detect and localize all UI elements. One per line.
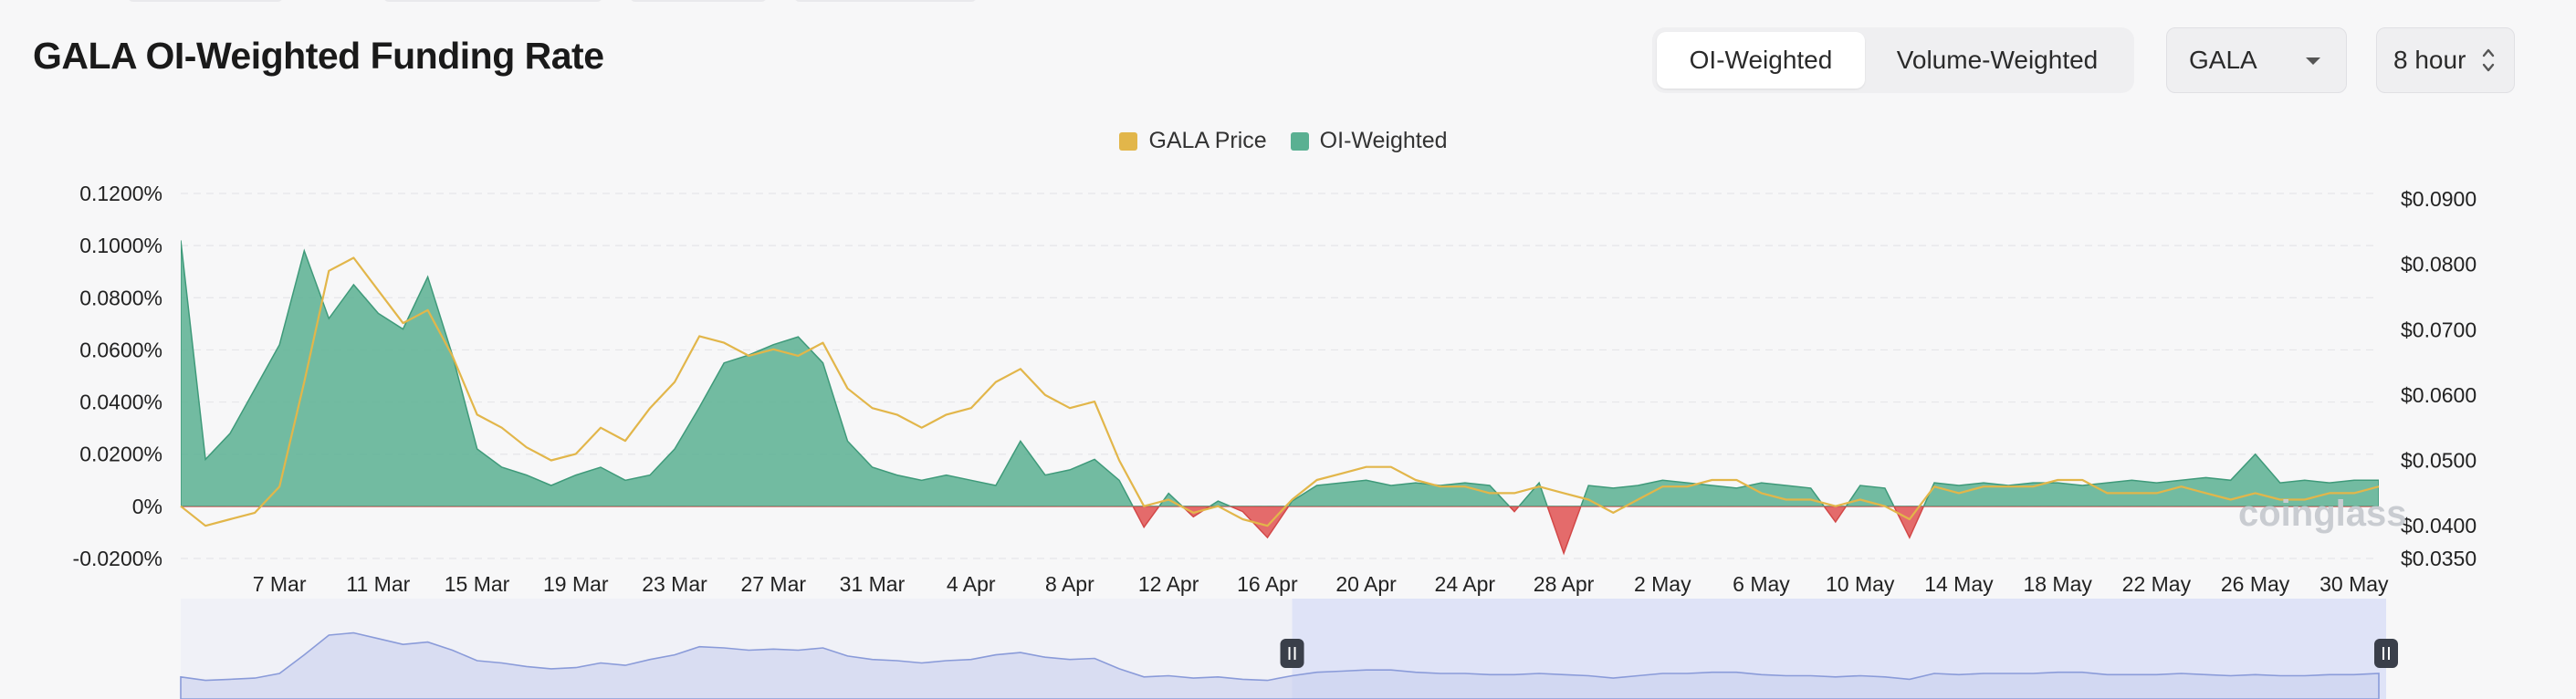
left-tick-label: 0.1200% [79, 182, 162, 205]
tab-oi-weighted[interactable]: OI-Weighted [1657, 32, 1865, 89]
left-tick-label: 0% [132, 495, 162, 518]
interval-select[interactable]: 8 hour [2376, 27, 2515, 93]
x-tick-label: 23 Mar [642, 572, 707, 596]
x-tick-label: 24 Apr [1435, 572, 1496, 596]
asset-select-value: GALA [2189, 46, 2257, 74]
x-tick-label: 14 May [1924, 572, 1994, 596]
chart-legend: GALA Price OI-Weighted [0, 128, 2576, 154]
x-tick-label: 28 Apr [1534, 572, 1595, 596]
right-tick-label: $0.0800 [2401, 253, 2477, 276]
x-tick-label: 8 Apr [1045, 572, 1094, 596]
x-tick-label: 15 Mar [445, 572, 510, 596]
x-tick-label: 30 May [2319, 572, 2389, 596]
x-tick-label: 22 May [2122, 572, 2192, 596]
x-tick-label: 19 Mar [543, 572, 609, 596]
top-nav-remnants [0, 0, 1095, 5]
x-tick-label: 16 Apr [1237, 572, 1298, 596]
legend-item-oi-weighted[interactable]: OI-Weighted [1290, 128, 1448, 154]
left-tick-label: 0.1000% [79, 234, 162, 257]
legend-swatch-oi-weighted [1290, 131, 1309, 151]
caret-down-icon [2306, 57, 2320, 65]
x-tick-label: 27 Mar [740, 572, 806, 596]
left-tick-label: 0.0600% [79, 338, 162, 361]
tab-volume-weighted[interactable]: Volume-Weighted [1896, 46, 2099, 74]
interval-select-value: 8 hour [2393, 46, 2466, 74]
left-tick-label: 0.0800% [79, 286, 162, 309]
right-tick-label: $0.0600 [2401, 383, 2477, 407]
left-axis-ticks: 0.1200% 0.1000% 0.0800% 0.0600% 0.0400% 0.020… [73, 182, 162, 570]
weighting-toggle: OI-Weighted Volume-Weighted [1652, 27, 2134, 93]
x-tick-label: 18 May [2023, 572, 2092, 596]
right-tick-label: $0.0900 [2401, 187, 2477, 211]
x-tick-label: 11 Mar [346, 572, 410, 596]
range-navigator[interactable] [180, 599, 2398, 699]
x-tick-label: 7 Mar [253, 572, 307, 596]
x-tick-label: 6 May [1733, 572, 1790, 596]
x-tick-label: 4 Apr [947, 572, 996, 596]
x-tick-label: 26 May [2221, 572, 2290, 596]
right-axis-ticks: $0.0900 $0.0800 $0.0700 $0.0600 $0.0500 $0.04… [2401, 187, 2477, 570]
x-tick-label: 2 May [1634, 572, 1691, 596]
left-tick-label: 0.0200% [79, 443, 162, 466]
page-title: GALA OI-Weighted Funding Rate [33, 35, 604, 77]
right-tick-label: $0.0400 [2401, 514, 2477, 537]
x-tick-label: 31 Mar [840, 572, 906, 596]
series-gala-price-line [180, 256, 2380, 527]
plot-area [180, 240, 2380, 556]
x-axis-ticks: 7 Mar 11 Mar 15 Mar 19 Mar 23 Mar 27 Mar 31 Ma… [253, 572, 2389, 596]
navigator-handle-right[interactable] [2374, 639, 2398, 668]
watermark-text: coinglass [2238, 494, 2407, 534]
series-oi-weighted-negative-area [181, 506, 2379, 556]
right-tick-label: $0.0500 [2401, 449, 2477, 473]
right-tick-label: $0.0700 [2401, 318, 2477, 341]
navigator-handle-left[interactable] [1280, 639, 1304, 668]
left-tick-label: 0.0400% [79, 391, 162, 414]
x-tick-label: 20 Apr [1335, 572, 1397, 596]
navigator-series [180, 631, 2380, 699]
up-down-chevron-icon [2482, 48, 2495, 72]
legend-label-oi-weighted: OI-Weighted [1319, 128, 1448, 153]
asset-select[interactable]: GALA [2166, 27, 2347, 93]
legend-item-price[interactable]: GALA Price [1119, 128, 1267, 154]
left-tick-label: -0.0200% [73, 547, 162, 570]
legend-label-price: GALA Price [1148, 128, 1267, 153]
x-tick-label: 10 May [1826, 572, 1895, 596]
legend-swatch-price [1119, 131, 1138, 151]
right-tick-label: $0.0350 [2401, 547, 2477, 570]
x-tick-label: 12 Apr [1138, 572, 1199, 596]
